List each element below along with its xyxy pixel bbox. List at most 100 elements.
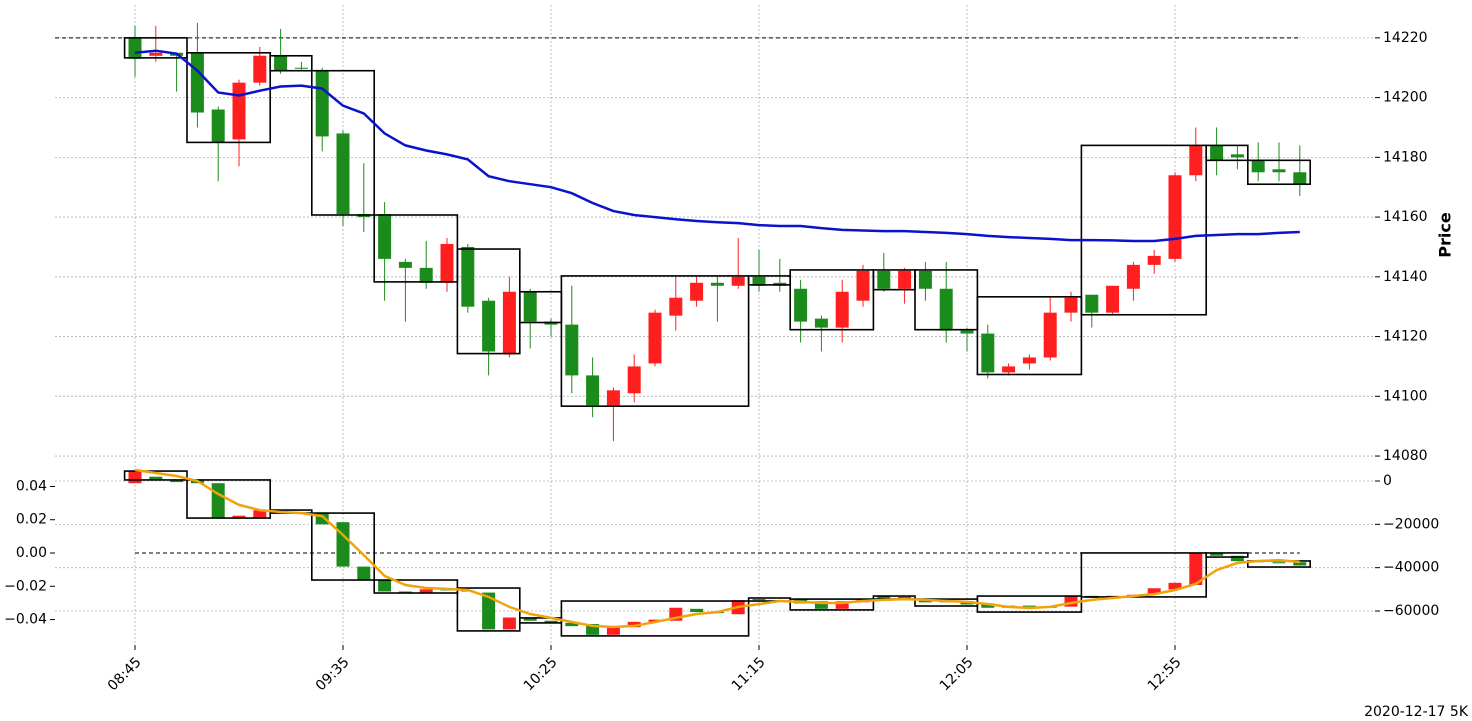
x-tick-label: 12:05: [937, 654, 977, 694]
candle-body: [544, 620, 558, 623]
y-axis-label: Price: [1436, 212, 1455, 258]
candle-body: [627, 366, 641, 394]
candle-body: [794, 288, 808, 322]
candle-body: [398, 261, 412, 268]
candle-body: [877, 270, 891, 289]
candle-body: [1168, 175, 1182, 259]
candle-body: [398, 591, 412, 593]
y-tick-label: 14180: [1383, 149, 1428, 165]
candle-body: [1106, 285, 1120, 313]
candle-body: [586, 375, 600, 406]
candle-body: [856, 270, 870, 301]
y2-tick-label: 0.02: [16, 512, 47, 528]
candle-body: [190, 52, 204, 113]
range-box: [373, 579, 459, 594]
candle-body: [253, 55, 267, 83]
candle-body: [1064, 595, 1078, 607]
candle-body: [835, 291, 849, 328]
range-box: [1247, 159, 1312, 186]
candle-body: [1147, 588, 1161, 594]
x-tick-label: 12:55: [1145, 654, 1185, 694]
candle-body: [1189, 145, 1203, 176]
candle-body: [835, 601, 849, 609]
candle-body: [378, 579, 392, 592]
candle-body: [253, 510, 267, 518]
y-tick-label: 14140: [1383, 269, 1428, 285]
candle-body: [294, 67, 308, 69]
y-tick-label: 14120: [1383, 329, 1428, 345]
x-tick-label: 09:35: [313, 654, 353, 694]
x-tick-label: 08:45: [105, 654, 145, 694]
candle-body: [648, 312, 662, 364]
candle-body: [149, 52, 163, 56]
y-tick-label: 14220: [1383, 30, 1428, 46]
candle-body: [419, 589, 433, 593]
candle-body: [128, 471, 142, 484]
candle-body: [1147, 255, 1161, 265]
candle-body: [128, 37, 142, 59]
range-box: [310, 512, 375, 581]
candle-body: [960, 330, 974, 334]
candle-body: [669, 297, 683, 316]
candle-body: [1002, 366, 1016, 373]
candle-body: [1168, 582, 1182, 590]
candle-body: [170, 479, 184, 483]
candle-body: [814, 318, 828, 328]
range-box: [310, 69, 375, 216]
candle-body: [1043, 312, 1057, 358]
candle-body: [1272, 169, 1286, 173]
candle-body: [1022, 605, 1036, 607]
y-tick-label: 14100: [1383, 388, 1428, 404]
candle-body: [565, 622, 579, 627]
y-tick-label: −60000: [1383, 603, 1439, 619]
candle-body: [981, 603, 995, 608]
y-tick-label: 14160: [1383, 209, 1428, 225]
y-tick-label: −40000: [1383, 560, 1439, 576]
candle-body: [440, 243, 454, 283]
range-box: [789, 598, 875, 611]
candle-body: [482, 592, 496, 630]
candle-body: [232, 82, 246, 140]
candle-body: [690, 608, 704, 613]
range-box: [1080, 552, 1208, 598]
candle-body: [482, 300, 496, 352]
candle-body: [1210, 145, 1224, 161]
candle-body: [419, 267, 433, 283]
candle-body: [1210, 552, 1224, 556]
candle-body: [814, 601, 828, 609]
range-box: [1080, 144, 1208, 316]
candle-body: [357, 566, 371, 580]
candle-body: [690, 282, 704, 301]
range-box: [976, 296, 1083, 376]
candle-body: [565, 324, 579, 376]
candle-body: [918, 270, 932, 289]
range-box: [789, 269, 875, 331]
candle-body: [1293, 172, 1307, 185]
candle-body: [274, 55, 288, 71]
candle-body: [211, 483, 225, 518]
candle-body: [981, 333, 995, 373]
candle-body: [523, 617, 537, 621]
candle-body: [211, 109, 225, 143]
candle-body: [232, 515, 246, 518]
y-tick-label: 14080: [1383, 448, 1428, 464]
candle-body: [315, 70, 329, 137]
range-box: [186, 479, 271, 519]
y2-tick-label: −0.04: [4, 612, 47, 628]
candle-body: [606, 390, 620, 406]
candle-body: [606, 627, 620, 635]
y-tick-label: −20000: [1383, 516, 1439, 532]
candle-body: [1272, 562, 1286, 564]
y-tick-label: 0: [1383, 473, 1392, 489]
candle-body: [378, 214, 392, 259]
candle-body: [877, 595, 891, 600]
indicator-line: [134, 468, 1300, 629]
candle-body: [1251, 160, 1265, 173]
range-box: [1205, 144, 1249, 162]
x-tick-label: 11:15: [729, 654, 769, 694]
range-box: [123, 37, 188, 59]
range-box: [269, 54, 313, 72]
candle-body: [502, 291, 516, 355]
candle-body: [461, 246, 475, 307]
